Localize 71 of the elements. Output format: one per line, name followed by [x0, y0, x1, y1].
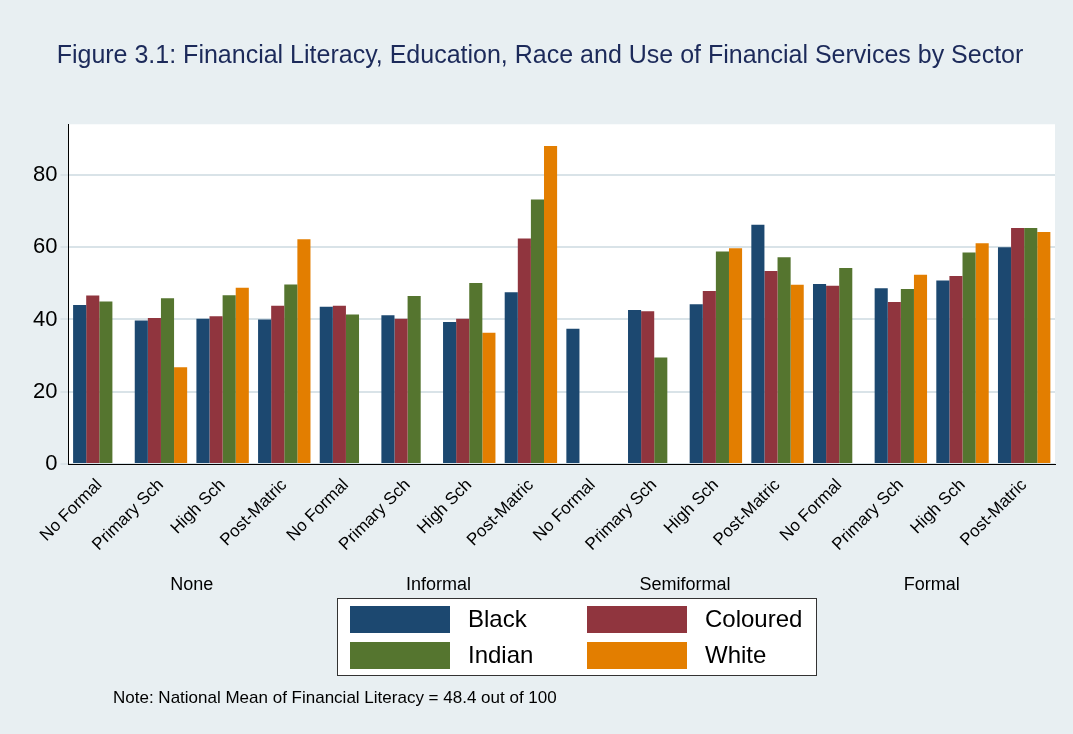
text: None [170, 573, 214, 594]
bar [469, 282, 483, 464]
bar [99, 301, 113, 464]
bar [443, 322, 457, 464]
bar [790, 284, 804, 464]
text: Formal [903, 573, 960, 594]
y-tick-label: 60 [32, 233, 58, 259]
bar [504, 292, 518, 464]
bar [728, 248, 743, 464]
bar [975, 243, 989, 464]
bar [297, 239, 311, 464]
bar [1037, 231, 1051, 464]
bar [345, 314, 360, 464]
legend-label: Indian [468, 641, 534, 669]
bar [949, 276, 963, 464]
bar [407, 295, 421, 464]
bar [826, 285, 840, 464]
legend-label: Black [468, 605, 527, 633]
bar [1011, 227, 1025, 464]
bar [456, 318, 470, 464]
bar [319, 306, 333, 464]
bar [628, 310, 642, 464]
bar [936, 280, 950, 464]
y-tick-label: 40 [32, 305, 58, 331]
bar [381, 315, 395, 464]
bar [702, 290, 716, 464]
bar [174, 367, 188, 464]
bar [715, 251, 729, 464]
bar [887, 302, 901, 464]
bar [544, 145, 558, 464]
y-tick-label: 20 [32, 377, 58, 403]
bar [209, 316, 223, 464]
bar [134, 320, 148, 464]
bar [689, 304, 703, 464]
bar [332, 305, 346, 464]
bar [147, 318, 161, 464]
legend-label: White [705, 641, 767, 669]
bar [839, 268, 853, 464]
text: Informal [405, 573, 471, 594]
bar [86, 295, 100, 464]
bar [900, 289, 914, 464]
legend-label: Coloured [705, 605, 803, 633]
text: Semiformal [639, 573, 731, 594]
bar [284, 284, 298, 464]
bar [235, 287, 249, 464]
text: Note: National Mean of Financial Literacy = 48.4 out of 100 [113, 688, 557, 708]
bar [1024, 227, 1038, 464]
bar [517, 238, 531, 464]
bar [641, 311, 655, 464]
bar [751, 224, 765, 464]
bar [271, 305, 285, 464]
bar [258, 319, 272, 464]
bar [913, 274, 928, 464]
bar [394, 318, 408, 464]
y-tick-label: 80 [32, 160, 58, 186]
bar [874, 288, 888, 464]
bar [566, 328, 580, 464]
bar [482, 332, 496, 464]
bar [777, 257, 791, 464]
bar [962, 252, 976, 464]
bar [196, 318, 210, 464]
bar [530, 199, 545, 464]
y-tick-label: 0 [45, 450, 58, 476]
chart-title: Figure 3.1: Financial Literacy, Education, Race and Use of Financial Services by Sector [55, 39, 1025, 70]
bar [73, 305, 87, 464]
bar [997, 247, 1012, 464]
bar [160, 298, 175, 464]
bar [654, 357, 668, 464]
bar [764, 271, 778, 464]
bar [812, 284, 827, 464]
bar [222, 295, 236, 464]
